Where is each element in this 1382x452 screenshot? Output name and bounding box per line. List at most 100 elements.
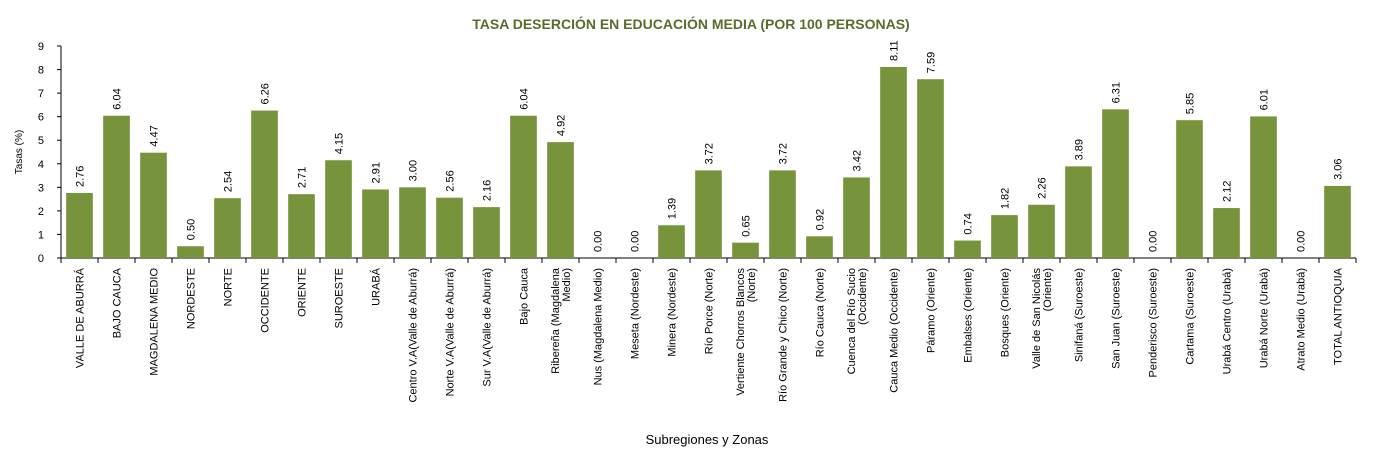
bar	[917, 79, 944, 258]
bar	[103, 115, 130, 258]
bar-value-label: 4.15	[334, 133, 346, 154]
bar-value-label: 0.65	[741, 215, 753, 236]
x-category-label: Cauca Medio (Occidente)	[889, 268, 901, 393]
y-tick-label: 0	[38, 253, 44, 265]
y-axis: 0 1 2 3 4 5 6 7 8 9	[38, 41, 62, 265]
bar-value-label: 6.04	[112, 88, 124, 109]
bar	[1213, 208, 1240, 258]
x-category-label: Bajo Cauca	[519, 267, 531, 325]
x-category-label: NORTE	[223, 268, 235, 306]
bar	[251, 110, 278, 258]
bar-value-label: 1.82	[1000, 188, 1012, 209]
bar-value-label: 2.91	[371, 162, 383, 183]
x-category-label: Urabá Centro (Urabá)	[1222, 268, 1234, 374]
bar-value-label: 0.50	[186, 219, 198, 240]
x-category-label: Medio)	[561, 268, 573, 302]
chart-title: TASA DESERCIÓN EN EDUCACIÓN MEDIA (POR 1…	[472, 15, 909, 32]
x-category-label: (Oriente)	[1042, 268, 1054, 311]
bar	[214, 198, 241, 258]
x-category-label: Río Porce (Norte)	[704, 268, 716, 354]
bar	[658, 225, 685, 258]
bar-value-label: 3.00	[408, 160, 420, 181]
x-category-label: Urabá Norte (Urabá)	[1259, 268, 1271, 368]
x-category-label: Páramo (Oriente)	[926, 268, 938, 353]
bar-value-label: 0.92	[815, 209, 827, 230]
x-category-label: NORDESTE	[186, 268, 198, 329]
y-tick-label: 3	[38, 182, 44, 194]
x-category-label: Valle de San Nicolás	[1031, 268, 1043, 369]
bar	[1250, 116, 1277, 258]
x-category-label: Vertiente Chorros Blancos	[735, 268, 747, 396]
x-category-label: VALLE DE ABURRÁ	[74, 267, 87, 368]
bars	[66, 66, 1351, 258]
bar	[1176, 120, 1203, 258]
bar	[695, 170, 722, 258]
x-category-label: SUROESTE	[334, 268, 346, 329]
bar-value-label: 2.12	[1222, 181, 1234, 202]
x-category-label: Embalses (Oriente)	[963, 268, 975, 363]
bar	[806, 236, 833, 258]
bar	[1324, 185, 1351, 258]
bar	[66, 192, 93, 258]
y-tick-label: 8	[38, 65, 44, 77]
x-category-label: (Occidente)	[857, 268, 869, 325]
x-category-label: Nus (Magdalena Medio)	[593, 268, 605, 385]
x-category-label: Penderisco (Suroeste)	[1148, 268, 1160, 377]
x-category-label: Río Grande y Chico (Norte)	[778, 268, 790, 402]
bar	[991, 215, 1018, 258]
bar-value-label: 0.00	[1296, 231, 1308, 252]
x-category-label: TOTAL ANTIOQUIA	[1333, 267, 1345, 365]
bar-value-label: 7.59	[926, 52, 938, 73]
bar-value-label: 3.72	[778, 143, 790, 164]
bar	[177, 246, 204, 258]
bar	[1065, 166, 1092, 258]
bar-value-label: 2.76	[75, 166, 87, 187]
bar	[1102, 109, 1129, 258]
bar	[288, 194, 315, 258]
bar-value-label: 4.47	[149, 125, 161, 146]
bar-value-label: 6.04	[519, 88, 531, 109]
bar-value-label: 6.31	[1111, 82, 1123, 103]
bar-value-label: 2.54	[223, 171, 235, 192]
x-category-label: (Norte)	[746, 268, 758, 302]
x-category-label: ORIENTE	[297, 268, 309, 317]
bar-value-label: 0.00	[1148, 231, 1160, 252]
x-category-label: Sur V.A(Valle de Aburrá)	[482, 268, 494, 387]
bar-value-label: 8.11	[889, 40, 901, 61]
x-category-label: OCCIDENTE	[260, 268, 272, 333]
category-labels: VALLE DE ABURRÁ BAJO CAUCA MAGDALENA MEDIO…	[74, 267, 1345, 402]
y-tick-label: 7	[38, 88, 44, 100]
value-labels: 2.76 6.04 4.47 0.50 2.54 6.26 2.71 4.15 2.91 3.00…	[75, 40, 1345, 252]
x-category-label: Meseta (Nordeste)	[630, 268, 642, 359]
bar	[362, 189, 389, 258]
x-category-label: Centro V.A(Valle de Aburrá)	[408, 268, 420, 403]
x-category-label: Bosques (Oriente)	[1000, 268, 1012, 357]
bar-value-label: 6.01	[1259, 89, 1271, 110]
bar	[880, 66, 907, 258]
bar	[769, 170, 796, 258]
bar	[954, 240, 981, 258]
bar-value-label: 0.00	[630, 231, 642, 252]
bar-value-label: 3.72	[704, 143, 716, 164]
y-axis-title: Tasas (%)	[14, 130, 25, 174]
y-tick-label: 9	[38, 41, 44, 53]
bar	[510, 115, 537, 258]
y-tick-label: 4	[38, 159, 44, 171]
x-category-label: Ribereña (Magdalena	[550, 267, 562, 374]
y-tick-label: 6	[38, 112, 44, 124]
bar-value-label: 2.71	[297, 167, 309, 188]
x-category-label: MAGDALENA MEDIO	[149, 268, 161, 376]
bar-value-label: 3.89	[1074, 139, 1086, 160]
bar-value-label: 2.16	[482, 180, 494, 201]
bar-value-label: 2.56	[445, 170, 457, 191]
bar-value-label: 5.85	[1185, 93, 1197, 114]
x-category-label: San Juan (Suroeste)	[1111, 268, 1123, 369]
bar-value-label: 2.26	[1037, 177, 1049, 198]
x-category-label: Minera (Nordeste)	[667, 268, 679, 357]
x-axis	[60, 257, 1357, 263]
bar	[473, 207, 500, 258]
x-axis-title: Subregiones y Zonas	[646, 432, 769, 447]
bar	[547, 142, 574, 258]
x-category-label: Río Cauca (Norte)	[815, 268, 827, 357]
